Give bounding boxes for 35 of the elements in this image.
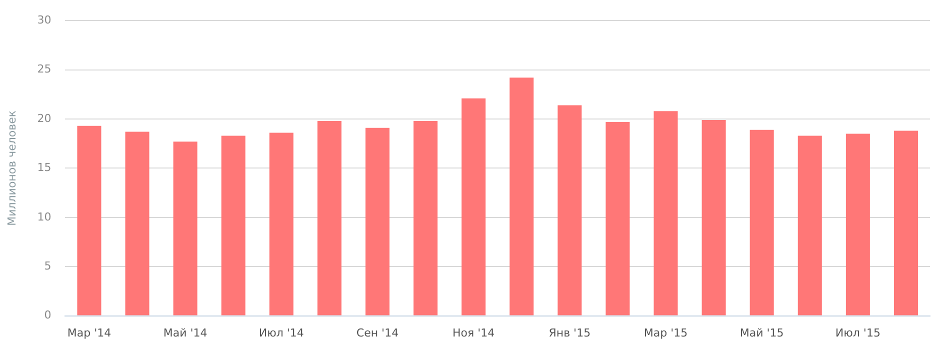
y-tick-label: 5: [44, 259, 52, 272]
x-tick-label: Июл '14: [258, 326, 304, 340]
x-tick-label: Ноя '14: [452, 326, 495, 340]
bar: [269, 132, 294, 316]
bar: [558, 105, 582, 316]
bar: [125, 132, 150, 316]
x-tick-label: Май '15: [740, 326, 784, 340]
bar: [798, 136, 822, 316]
bar: [846, 134, 870, 316]
x-tick-label: Сен '14: [356, 326, 399, 340]
y-axis-title: Миллионов человек: [5, 110, 18, 226]
y-tick-label: 10: [37, 210, 52, 224]
bar: [77, 126, 102, 316]
x-tick-label: Янв '15: [548, 326, 591, 340]
y-tick-label: 15: [37, 161, 52, 174]
bar: [173, 142, 198, 316]
x-tick-label: Мар '15: [644, 326, 688, 340]
x-tick-label: Мар '14: [67, 326, 112, 340]
y-tick-label: 20: [37, 112, 52, 125]
y-tick-label: 0: [44, 308, 52, 322]
bar: [365, 128, 390, 316]
bar: [317, 120, 342, 316]
bar: [750, 130, 774, 316]
bar: [414, 120, 438, 316]
bar: [654, 111, 678, 316]
bar: [894, 130, 918, 316]
y-tick-label: 25: [37, 62, 52, 76]
bar: [606, 122, 630, 316]
bar: [702, 120, 726, 316]
bar: [462, 98, 486, 316]
bar: [221, 136, 246, 316]
bar: [510, 78, 534, 316]
x-tick-label: Май '14: [163, 326, 208, 340]
y-tick-label: 30: [37, 13, 52, 26]
x-tick-label: Июл '15: [835, 326, 880, 340]
